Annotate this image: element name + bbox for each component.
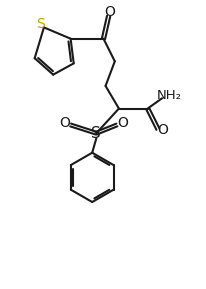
Text: O: O: [157, 123, 168, 137]
Text: S: S: [91, 126, 101, 141]
Text: S: S: [36, 17, 45, 31]
Text: NH₂: NH₂: [156, 89, 181, 102]
Text: O: O: [117, 116, 128, 130]
Text: O: O: [104, 5, 115, 19]
Text: O: O: [59, 116, 70, 130]
